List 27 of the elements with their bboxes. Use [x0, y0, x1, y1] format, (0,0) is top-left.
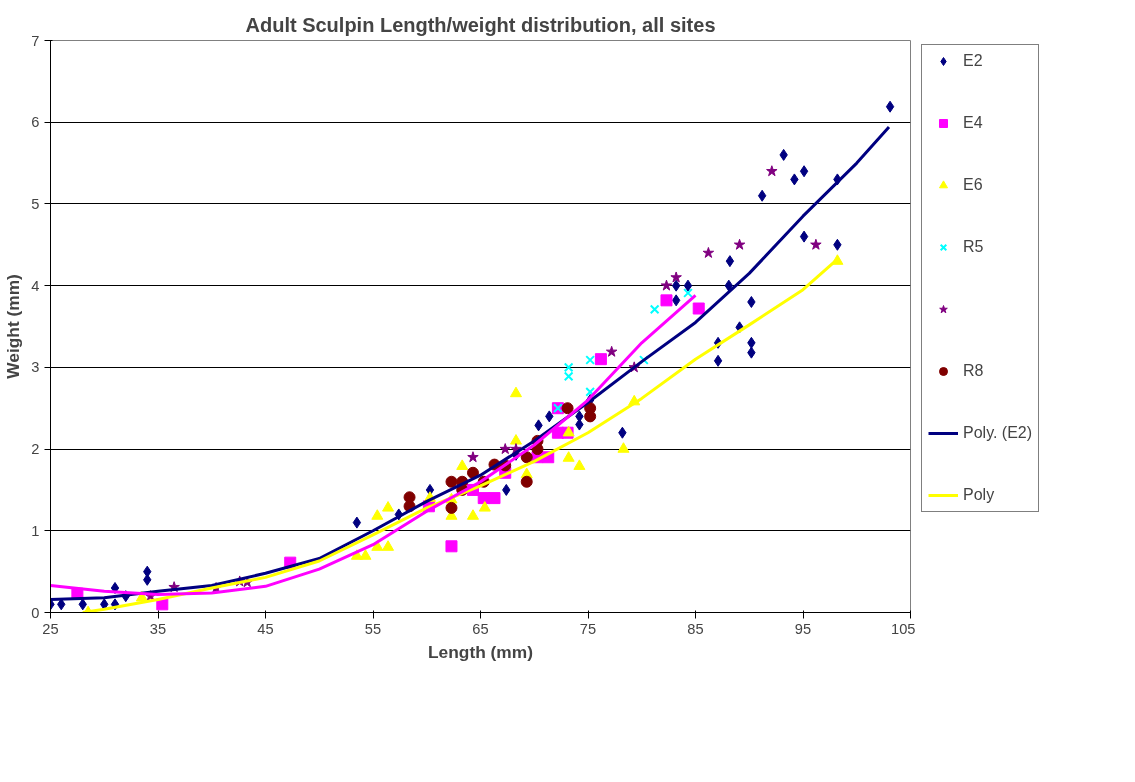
legend-label: R5	[963, 238, 984, 256]
legend-label: Poly. (E2)	[963, 424, 1033, 442]
x-axis-title: Length (mm)	[428, 641, 533, 662]
x-tick-label: 105	[891, 620, 916, 637]
chart-title: Adult Sculpin Length/weight distribution, all sites	[245, 13, 716, 36]
y-tick-label: 1	[31, 522, 40, 539]
legend-label: R8	[963, 362, 984, 380]
y-tick-label: 2	[31, 441, 40, 458]
x-tick-label: 95	[794, 620, 812, 637]
x-tick-label: 85	[687, 620, 704, 637]
x-tick-label: 55	[364, 620, 382, 637]
x-tick-label: 75	[579, 620, 597, 637]
y-tick-label: 5	[31, 195, 40, 212]
legend-label: Poly	[963, 486, 995, 504]
y-tick-label: 3	[31, 359, 40, 376]
legend-label: E6	[963, 176, 983, 194]
x-tick-label: 45	[257, 620, 274, 637]
y-tick-label: 0	[31, 604, 40, 621]
y-tick-label: 4	[31, 277, 40, 294]
y-axis-title: Weight (mm)	[3, 274, 24, 379]
x-tick-label: 25	[42, 620, 59, 637]
y-tick-label: 6	[31, 114, 40, 131]
x-tick-label: 65	[472, 620, 489, 637]
legend-label: E4	[963, 114, 983, 132]
legend-label: E2	[963, 52, 983, 70]
y-tick-label: 7	[31, 32, 40, 49]
x-tick-label: 35	[149, 620, 167, 637]
